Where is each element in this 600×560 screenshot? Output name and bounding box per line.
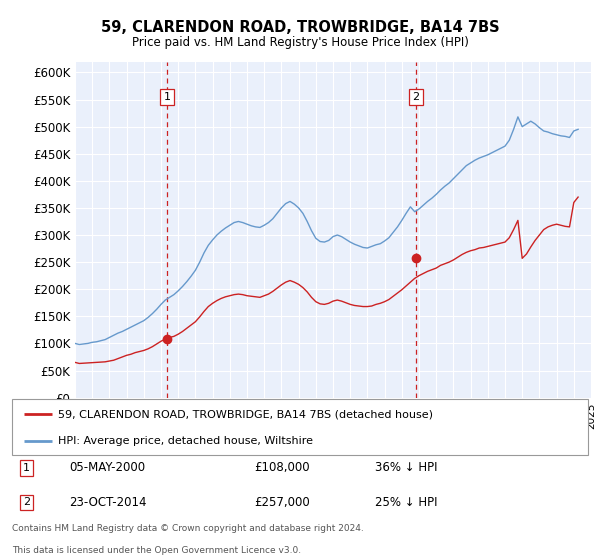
Text: 25% ↓ HPI: 25% ↓ HPI (375, 496, 437, 509)
FancyBboxPatch shape (12, 399, 588, 455)
Text: 2: 2 (412, 92, 419, 102)
Text: 1: 1 (23, 463, 30, 473)
Text: 59, CLARENDON ROAD, TROWBRIDGE, BA14 7BS: 59, CLARENDON ROAD, TROWBRIDGE, BA14 7BS (101, 20, 499, 35)
Text: Contains HM Land Registry data © Crown copyright and database right 2024.: Contains HM Land Registry data © Crown c… (12, 524, 364, 533)
Text: 36% ↓ HPI: 36% ↓ HPI (375, 461, 437, 474)
Text: HPI: Average price, detached house, Wiltshire: HPI: Average price, detached house, Wilt… (58, 436, 313, 446)
Text: This data is licensed under the Open Government Licence v3.0.: This data is licensed under the Open Gov… (12, 547, 301, 556)
Text: £108,000: £108,000 (254, 461, 310, 474)
Text: 59, CLARENDON ROAD, TROWBRIDGE, BA14 7BS (detached house): 59, CLARENDON ROAD, TROWBRIDGE, BA14 7BS… (58, 409, 433, 419)
Text: 2: 2 (23, 497, 30, 507)
Text: 05-MAY-2000: 05-MAY-2000 (70, 461, 146, 474)
Text: 1: 1 (164, 92, 170, 102)
Text: Price paid vs. HM Land Registry's House Price Index (HPI): Price paid vs. HM Land Registry's House … (131, 36, 469, 49)
Text: £257,000: £257,000 (254, 496, 310, 509)
Text: 23-OCT-2014: 23-OCT-2014 (70, 496, 147, 509)
